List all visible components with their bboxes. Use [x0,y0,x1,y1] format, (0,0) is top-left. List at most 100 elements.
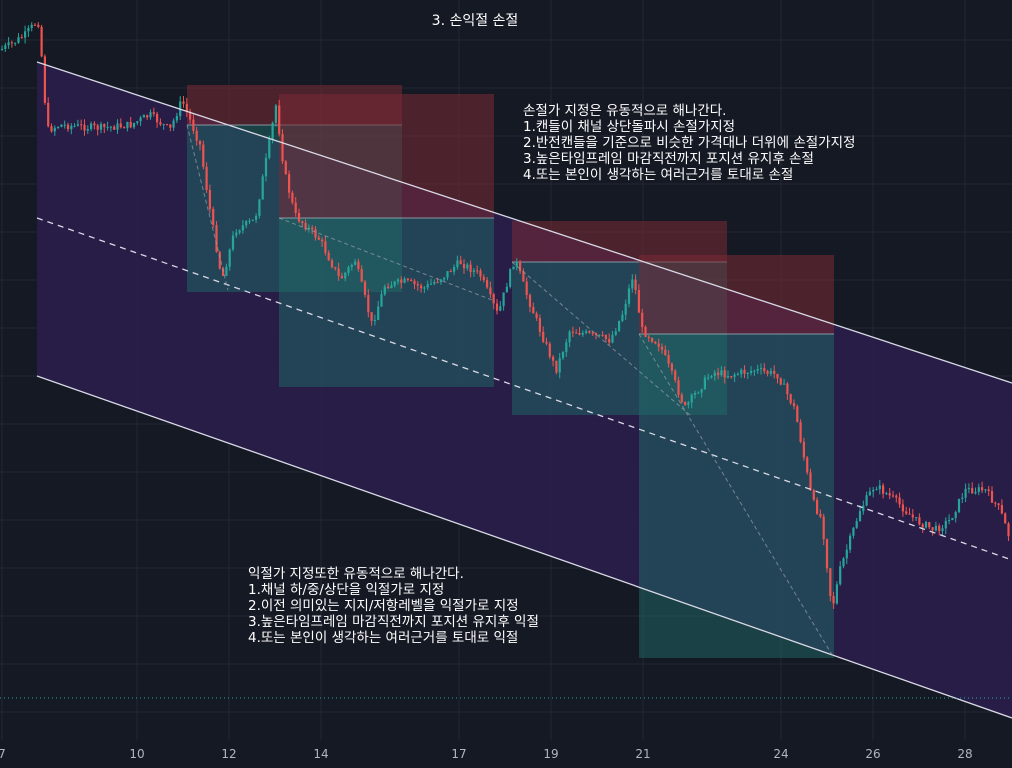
candle-body [403,278,406,283]
candle-body [337,268,340,276]
candle-body [33,24,37,26]
candle-body [819,513,822,517]
candle-body [763,368,766,372]
candle-body [264,157,268,177]
candle-body [159,122,162,125]
candle-body [387,286,390,289]
candle-body [139,117,142,122]
candle-body [502,292,505,307]
channel-upper-line[interactable] [36,61,1012,384]
candle-body [1004,513,1007,524]
candle-body [618,320,621,332]
candle-body [849,535,852,550]
candle-body [905,511,908,514]
candle-body [231,235,235,250]
candle-body [360,269,363,282]
candle-body [571,331,574,333]
candle-body [852,527,855,536]
candle-body [459,260,462,265]
x-tick-label: 12 [221,747,237,761]
candle-body [330,260,334,268]
candle-body [0,48,4,50]
candle-body [235,232,238,236]
candle-body [377,306,380,321]
candle-body [911,514,914,518]
take-profit-note-line: 1.채널 하/중/상단을 익절가로 지정 [248,582,445,598]
candle-body [915,517,918,519]
candle-body [667,355,670,364]
candle-body [83,124,86,131]
candle-body [182,101,185,104]
candle-body [657,343,660,347]
candle-body [175,115,178,121]
candle-body [522,271,525,282]
candle-body [713,372,716,377]
candle-body [80,124,83,126]
channel-lower-line[interactable] [36,375,1012,719]
candle-body [363,281,367,295]
candle-body [466,264,469,269]
candle-body [202,144,205,167]
candle-body [964,488,967,498]
candle-body [578,333,581,335]
candles [0,22,1010,609]
candle-body [555,360,558,373]
candle-body [383,286,386,295]
x-tick-label: 28 [957,747,973,761]
channel-mid-line[interactable] [36,217,1012,561]
candle-body [924,522,928,528]
candle-body [357,261,360,270]
candle-body [20,37,23,39]
candle-body [789,394,792,404]
candle-body [4,45,7,49]
candle-body [469,264,472,273]
candle-body [971,488,974,494]
candle-body [726,376,730,378]
candle-body [149,112,152,118]
candle-body [601,334,604,336]
candle-body [545,341,548,344]
x-tick-label: 14 [313,747,329,761]
candle-body [251,219,254,221]
candle-body [802,441,805,458]
candle-body [832,596,835,604]
candle-body [684,401,687,405]
candle-body [73,125,76,127]
candle-body [482,276,485,281]
candle-body [311,227,314,230]
candle-body [621,314,624,321]
candle-body [495,303,499,311]
candle-body [1000,504,1003,514]
candle-body [816,499,819,514]
take-profit-zone [279,218,494,387]
candle-body [674,370,677,381]
candle-body [878,485,881,490]
candle-body [631,279,634,289]
candle-body [723,370,726,378]
candle-body [354,261,357,265]
candle-body [30,24,33,29]
candle-body [400,279,403,283]
candle-body [743,369,746,374]
x-tick-label: 7 [0,747,6,761]
candle-body [40,26,43,57]
candle-body [585,331,588,333]
candle-body [829,568,832,597]
candle-body [700,389,703,393]
candle-body [581,332,584,335]
stop-loss-note-line: 1.캔들이 채널 상단돌파시 손절가지정 [523,119,736,135]
candle-body [944,520,947,529]
candle-body [538,317,541,332]
candle-body [373,320,376,322]
candle-body [119,123,122,128]
candle-body [957,498,961,513]
candle-body [37,24,40,27]
stop-loss-note-line: 4.또는 본인이 생각하는 여러근거를 토대로 손절 [523,167,794,183]
candle-body [918,517,921,525]
take-profit-note: 익절가 지정또한 유동적으로 해나간다. 1.채널 하/중/상단을 익절가로 지… [248,566,539,646]
candle-body [664,349,667,356]
candle-body [47,102,50,127]
candle-body [868,491,871,496]
candle-body [106,126,109,128]
